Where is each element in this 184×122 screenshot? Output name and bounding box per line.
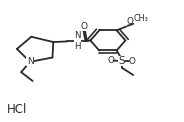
Text: CH₃: CH₃ (134, 14, 148, 23)
Text: O: O (81, 22, 88, 30)
Text: O: O (128, 57, 135, 66)
Text: O: O (127, 17, 133, 25)
Text: S: S (118, 56, 125, 66)
Text: N
H: N H (74, 31, 81, 51)
Text: O: O (107, 56, 114, 65)
Text: HCl: HCl (7, 103, 28, 116)
Text: N: N (27, 57, 33, 66)
